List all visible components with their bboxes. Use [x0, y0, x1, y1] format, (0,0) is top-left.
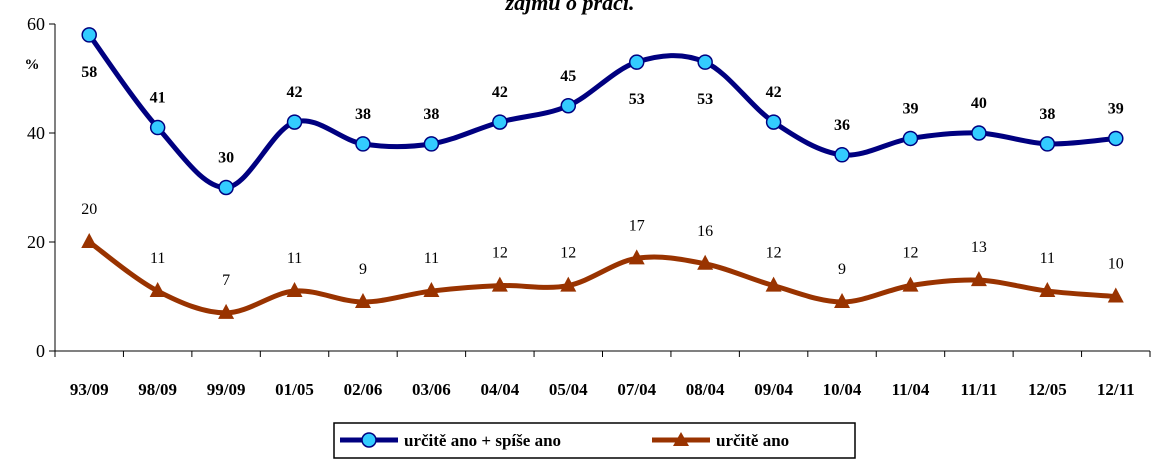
x-tick-label: 99/09	[207, 380, 246, 399]
legend: určitě ano + spíše ano určitě ano	[333, 422, 856, 459]
x-tick-label: 01/05	[275, 380, 314, 399]
x-tick-label: 08/04	[686, 380, 725, 399]
data-point-series-1	[1108, 130, 1124, 147]
data-point-series-1	[218, 179, 234, 196]
data-point-series-1	[628, 54, 645, 70]
data-point-series-1	[902, 130, 919, 147]
data-label-series-1: 39	[1108, 100, 1124, 117]
data-label-series-1: 30	[218, 150, 234, 167]
x-tick-label: 11/11	[960, 380, 997, 399]
data-point-series-1	[971, 125, 987, 141]
data-label-series-1: 41	[150, 90, 166, 107]
data-point-series-2	[491, 276, 508, 292]
data-label-series-1: 45	[560, 68, 576, 85]
x-tick-label: 05/04	[549, 380, 588, 399]
data-label-series-1: 58	[81, 64, 97, 81]
data-label-series-2: 12	[560, 245, 576, 262]
data-label-series-2: 13	[971, 239, 987, 256]
data-point-series-1	[765, 114, 782, 130]
x-ticks: 93/09 98/09 99/09 01/05 02/06 03/06 04/04 05/04…	[54, 351, 1151, 399]
series-group	[81, 27, 1124, 319]
data-point-series-2	[902, 276, 919, 292]
data-label-series-2: 9	[838, 261, 846, 278]
data-label-series-2: 12	[766, 245, 782, 262]
data-point-series-1	[492, 114, 508, 130]
legend-label-series-1: určitě ano + spíše ano	[404, 431, 561, 450]
x-tick-label: 12/11	[1097, 380, 1135, 399]
x-tick-label: 12/05	[1028, 380, 1067, 399]
legend-marker-series-1	[361, 432, 377, 448]
data-label-series-2: 9	[359, 261, 367, 278]
data-label-series-2: 7	[222, 272, 230, 289]
data-label-series-1: 53	[629, 91, 645, 108]
data-label-series-2: 10	[1108, 256, 1124, 273]
data-label-series-2: 20	[81, 201, 97, 218]
data-point-series-1	[81, 27, 97, 43]
data-label-series-1: 39	[902, 100, 918, 117]
data-label-series-1: 38	[423, 106, 439, 123]
data-point-series-2	[697, 254, 714, 270]
data-point-series-2	[1107, 287, 1124, 303]
x-tick-label: 93/09	[70, 380, 109, 399]
x-tick-label: 07/04	[617, 380, 656, 399]
data-label-series-2: 11	[150, 250, 165, 267]
data-point-series-2	[970, 271, 987, 287]
data-point-series-2	[354, 292, 371, 308]
data-label-series-2: 11	[287, 250, 302, 267]
series-line-2	[87, 239, 1116, 316]
data-point-series-1	[560, 98, 577, 114]
data-label-series-2: 12	[492, 245, 508, 262]
data-label-series-2: 17	[629, 217, 645, 234]
data-point-series-1	[1039, 136, 1056, 152]
chart-title: zajmu o práci.	[505, 0, 635, 15]
y-axis-label: %	[25, 57, 40, 73]
series-line-1	[87, 33, 1116, 191]
data-label-series-2: 12	[902, 245, 918, 262]
data-label-series-1: 42	[766, 84, 782, 101]
legend-box	[333, 422, 856, 459]
x-tick-label: 09/04	[754, 380, 793, 399]
y-tick-label: 0	[36, 341, 45, 361]
x-tick-label: 04/04	[480, 380, 519, 399]
data-point-series-2	[149, 282, 166, 298]
data-label-series-1: 53	[697, 91, 713, 108]
y-tick-label: 20	[27, 232, 45, 252]
data-point-series-2	[423, 282, 440, 298]
data-point-series-2	[218, 303, 235, 319]
data-point-series-2	[628, 249, 645, 265]
data-label-series-1: 42	[287, 84, 303, 101]
data-point-series-1	[149, 119, 166, 136]
data-point-series-2	[765, 276, 782, 292]
data-point-series-2	[1039, 282, 1056, 298]
data-label-series-1: 42	[492, 84, 508, 101]
data-label-series-2: 11	[424, 250, 439, 267]
x-tick-label: 10/04	[823, 380, 862, 399]
data-point-series-1	[423, 136, 440, 152]
x-tick-label: 98/09	[138, 380, 177, 399]
legend-label-series-2: určitě ano	[716, 431, 789, 450]
data-point-series-2	[834, 292, 851, 308]
data-point-series-1	[697, 54, 713, 70]
data-label-series-2: 11	[1040, 250, 1055, 267]
x-tick-label: 02/06	[344, 380, 383, 399]
y-tick-label: 60	[27, 14, 45, 34]
data-point-series-2	[560, 276, 577, 292]
data-point-series-2	[81, 233, 98, 248]
data-point-series-1	[286, 114, 303, 130]
data-label-series-1: 40	[971, 95, 987, 112]
x-tick-label: 03/06	[412, 380, 451, 399]
data-label-series-1: 38	[1039, 106, 1055, 123]
legend-marker-series-2	[673, 432, 689, 446]
y-ticks: 0 20 40 60	[27, 14, 55, 361]
data-point-series-1	[355, 136, 371, 152]
y-tick-label: 40	[27, 123, 45, 143]
data-label-series-2: 16	[697, 223, 713, 240]
data-label-series-1: 36	[834, 117, 850, 134]
data-point-series-1	[834, 147, 850, 163]
data-point-series-2	[286, 282, 303, 298]
x-tick-label: 11/04	[892, 380, 930, 399]
data-labels: 58 41 30 42 38 38 42 45 53 53 42 36 39 40 38 39 20 11 7 11 9…	[81, 64, 1124, 289]
data-label-series-1: 38	[355, 106, 371, 123]
